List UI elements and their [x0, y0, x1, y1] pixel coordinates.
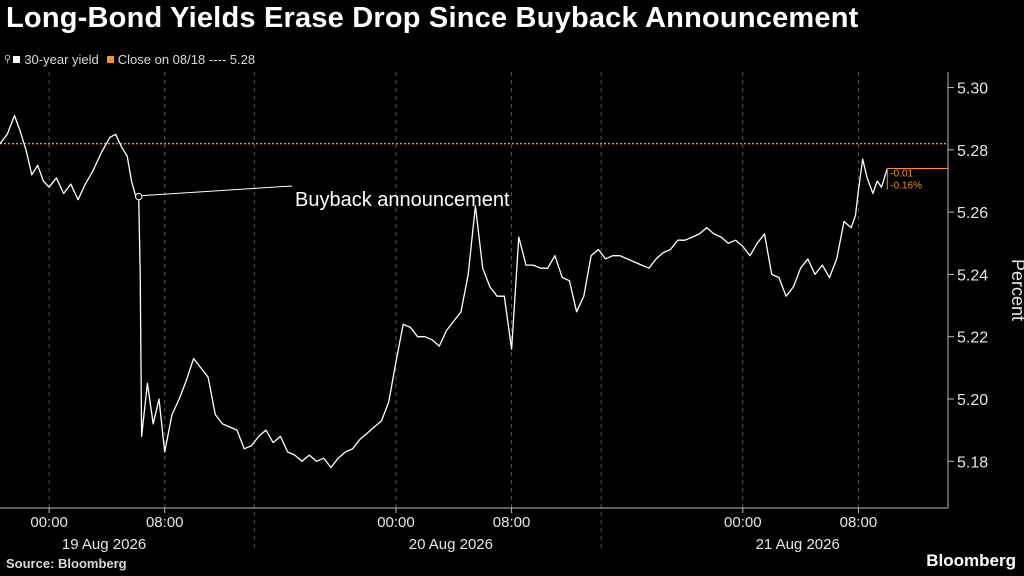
legend-label-close: Close on 08/18 ---- 5.28: [117, 52, 256, 67]
y-tick-label: 5.18: [957, 454, 988, 471]
y-tick-label: 5.30: [957, 81, 988, 98]
annotation-label: Buyback announcement: [295, 189, 510, 211]
end-change-label: -0.01: [890, 169, 913, 180]
x-tick-label: 08:00: [493, 514, 531, 531]
x-tick-label: 00:00: [377, 514, 415, 531]
legend-swatch-series: [13, 56, 21, 63]
series-line-30-year-yield: [0, 114, 888, 469]
x-date-label: 19 Aug 2026: [62, 536, 146, 553]
brand-logo: Bloomberg: [926, 551, 1016, 570]
y-tick-label: 5.22: [957, 330, 988, 347]
x-date-label: 21 Aug 2026: [756, 536, 840, 553]
legend-item-close: Close on 08/18 ---- 5.28: [106, 52, 256, 67]
end-change-label: -0.16%: [890, 181, 922, 192]
x-tick-label: 00:00: [724, 514, 762, 531]
y-axis-label: Percent: [1008, 259, 1024, 321]
source-note: Source: Bloomberg: [6, 556, 127, 571]
x-tick-label: 00:00: [30, 514, 68, 531]
chart-title: Long-Bond Yields Erase Drop Since Buybac…: [6, 2, 859, 34]
legend-item-series: 30-year yield: [13, 52, 99, 67]
pin-icon[interactable]: ⚲: [4, 54, 12, 65]
legend-swatch-close: [106, 56, 114, 63]
y-tick-label: 5.26: [957, 205, 988, 222]
x-date-label: 20 Aug 2026: [409, 536, 493, 553]
annotation-marker: [135, 192, 143, 201]
x-tick-label: 08:00: [840, 514, 878, 531]
y-tick-label: 5.24: [957, 267, 988, 284]
annotation-leader: [141, 185, 293, 197]
x-tick-label: 08:00: [146, 514, 184, 531]
y-tick-label: 5.20: [957, 392, 988, 409]
legend: ⚲ 30-year yield Close on 08/18 ---- 5.28: [4, 52, 263, 67]
y-tick-label: 5.28: [957, 143, 988, 160]
legend-label-series: 30-year yield: [24, 52, 99, 67]
